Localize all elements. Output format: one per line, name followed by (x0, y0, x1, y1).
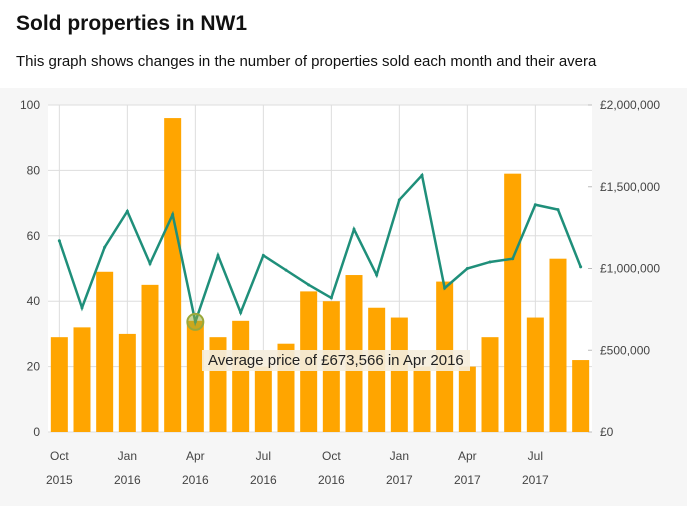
line-point (556, 208, 560, 212)
line-point (329, 296, 333, 300)
highlighted-point (186, 312, 205, 331)
tooltip: Average price of £673,566 in Apr 2016 (202, 350, 470, 371)
line-point (511, 257, 515, 261)
x-tick-month: Jan (118, 449, 137, 463)
bar-jun-2017 (504, 173, 522, 433)
left-tick-label: 40 (27, 294, 41, 308)
bar-feb-2017 (413, 366, 431, 432)
line-point (533, 203, 537, 207)
bar-jan-2017 (390, 317, 408, 432)
line-point (397, 198, 401, 202)
x-tick-year: 2016 (114, 473, 141, 487)
bar-feb-2016 (141, 284, 159, 432)
bar-dec-2015 (96, 271, 114, 432)
right-tick-label: £500,000 (600, 343, 650, 357)
right-tick-label: £2,000,000 (600, 98, 660, 112)
plot-area (48, 105, 592, 432)
line-point (352, 227, 356, 231)
chart-title: Sold properties in NW1 (16, 12, 248, 35)
x-tick-year: 2017 (386, 473, 413, 487)
line-point (307, 283, 311, 287)
bar-may-2017 (481, 337, 499, 432)
line-point (284, 268, 288, 272)
x-tick-month: Jan (390, 449, 409, 463)
line-point (375, 273, 379, 277)
line-point (57, 239, 61, 243)
line-point (216, 253, 220, 257)
x-tick-month: Jul (256, 449, 271, 463)
left-tick-label: 100 (20, 98, 40, 112)
x-tick-year: 2016 (250, 473, 277, 487)
x-tick-month: Oct (322, 449, 341, 463)
average-price-line (58, 172, 582, 327)
x-tick-year: 2017 (522, 473, 549, 487)
line-point (443, 286, 447, 290)
bar-apr-2016 (186, 320, 204, 432)
x-tick-year: 2016 (318, 473, 345, 487)
x-tick-month: Oct (50, 449, 69, 463)
left-tick-label: 20 (27, 360, 41, 374)
left-tick-label: 80 (27, 163, 41, 177)
x-tick-month: Apr (186, 449, 205, 463)
line-point (148, 262, 152, 266)
bar-jul-2016 (254, 366, 272, 432)
line-point (125, 209, 129, 213)
right-tick-label: £1,000,000 (600, 262, 660, 276)
bar-jun-2016 (232, 320, 250, 432)
chart-subtitle: This graph shows changes in the number o… (16, 53, 597, 70)
line-point (80, 306, 84, 310)
line-point (171, 213, 175, 217)
bar-sep-2017 (572, 360, 590, 432)
line-point (465, 267, 469, 270)
x-tick-year: 2015 (46, 473, 73, 487)
bar-nov-2015 (73, 327, 91, 432)
bar-apr-2017 (458, 366, 476, 432)
x-tick-month: Jul (528, 449, 543, 463)
bar-mar-2016 (164, 118, 182, 432)
line-point (261, 253, 265, 257)
right-tick-label: £0 (600, 425, 614, 439)
line-point (103, 245, 107, 249)
bar-aug-2017 (549, 258, 567, 432)
bar-jan-2016 (118, 333, 136, 432)
bar-jul-2017 (526, 317, 544, 432)
bar-oct-2015 (50, 337, 68, 432)
right-tick-label: £1,500,000 (600, 180, 660, 194)
x-tick-year: 2016 (182, 473, 209, 487)
line-point (488, 260, 492, 264)
line-point (420, 173, 424, 177)
x-tick-year: 2017 (454, 473, 481, 487)
line-point (239, 311, 243, 315)
x-tick-month: Apr (458, 449, 477, 463)
left-tick-label: 60 (27, 229, 41, 243)
left-tick-label: 0 (33, 425, 40, 439)
line-point (579, 265, 583, 269)
